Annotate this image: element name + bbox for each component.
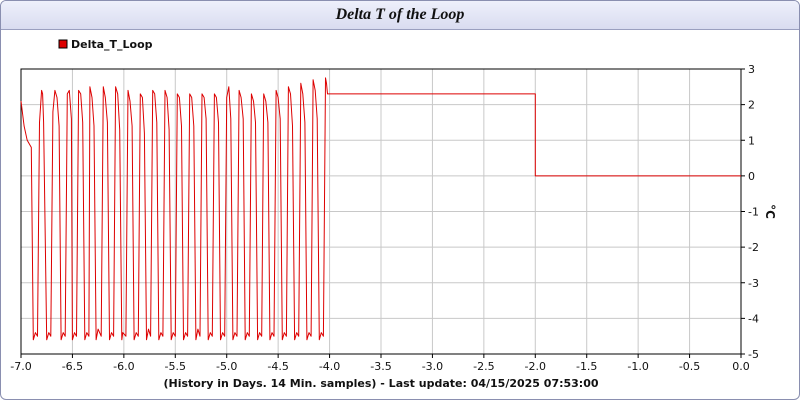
x-tick-label: -2.5: [473, 360, 494, 373]
x-tick-label: -1.5: [576, 360, 597, 373]
x-tick-label: -0.5: [679, 360, 700, 373]
x-tick-label: 0.0: [732, 360, 750, 373]
y-tick-label: 3: [748, 63, 755, 76]
x-tick-label: -3.5: [370, 360, 391, 373]
x-tick-label: -7.0: [10, 360, 31, 373]
series-layer: [20, 77, 741, 341]
grid-lines: [20, 68, 742, 355]
y-tick-label: -1: [748, 206, 759, 219]
legend-swatch: [58, 39, 68, 49]
x-tick-label: -4.5: [267, 360, 288, 373]
x-axis-title: (History in Days. 14 Min. samples) - Las…: [163, 377, 598, 390]
y-tick-label: -5: [748, 348, 759, 361]
x-axis: -7.0 -6.5 -6.0 -5.5 -5.0 -4.5 -4.0 -3.5 -3.0 -2.5…: [10, 354, 750, 373]
y-tick-label: -2: [748, 241, 759, 254]
y-tick-label: 2: [748, 99, 755, 112]
y-tick-label: -3: [748, 277, 759, 290]
x-tick-label: -6.0: [113, 360, 134, 373]
x-tick-label: -2.0: [525, 360, 546, 373]
series-line-delta-t-loop: [20, 77, 741, 341]
chart-title-bar: Delta T of the Loop: [1, 1, 799, 30]
x-tick-label: -4.0: [319, 360, 340, 373]
legend[interactable]: Delta_T_Loop: [58, 38, 153, 51]
x-tick-label: -1.0: [627, 360, 648, 373]
x-tick-label: -6.5: [62, 360, 83, 373]
x-tick-label: -5.5: [165, 360, 186, 373]
legend-label: Delta_T_Loop: [71, 38, 153, 51]
y-tick-label: 0: [748, 170, 755, 183]
y-axis-unit-label: °C: [763, 204, 777, 219]
x-tick-label: -5.0: [216, 360, 237, 373]
chart-title: Delta T of the Loop: [335, 6, 465, 23]
y-tick-label: 1: [748, 134, 755, 147]
y-axis: 3 2 1 0 -1 -2 -3 -4 -5: [741, 63, 759, 361]
x-tick-label: -3.0: [422, 360, 443, 373]
y-tick-label: -4: [748, 312, 759, 325]
